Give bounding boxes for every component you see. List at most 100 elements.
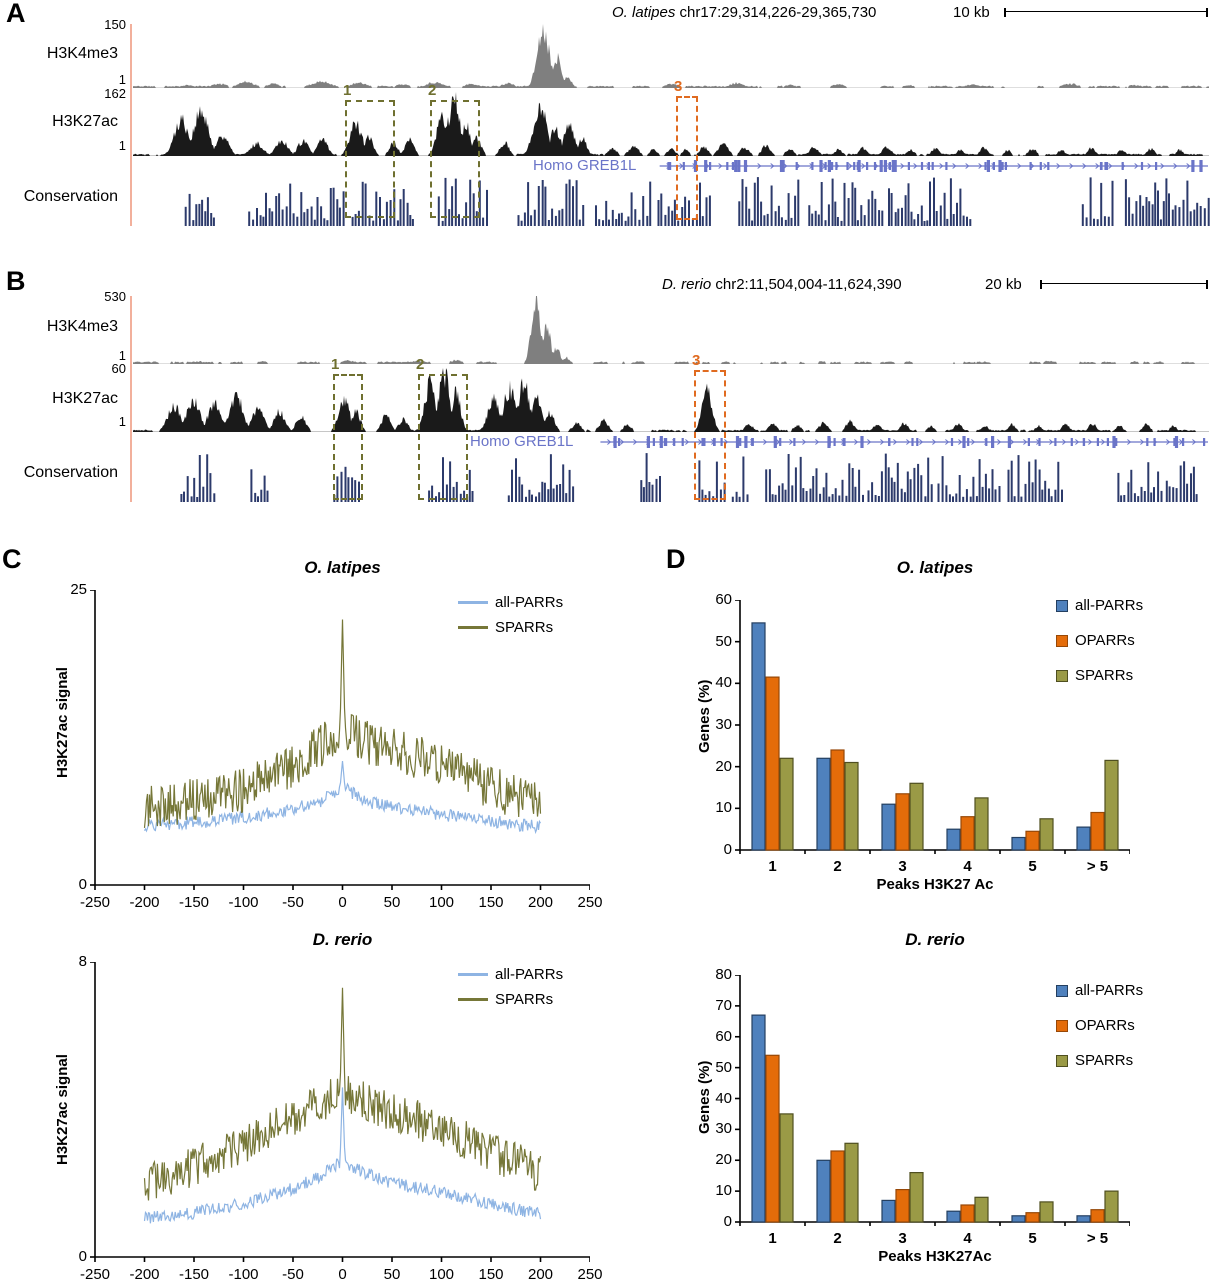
highlight-box-number: 1 <box>343 82 352 99</box>
bar-OPARRs-1 <box>765 676 780 851</box>
h3k27ac-track-label-a: H3K27ac <box>52 113 118 130</box>
highlight-box-3: 3 <box>674 78 698 220</box>
highlight-box-1: 1 <box>331 356 363 500</box>
x-category-label: 5 <box>1028 858 1037 875</box>
gene-track-b <box>600 436 1208 448</box>
legend-item-OPARRs: OPARRs <box>1056 632 1135 649</box>
legend-label: all-PARRs <box>495 594 564 611</box>
highlight-box-1: 1 <box>343 82 395 218</box>
bar-SPARRs-5 <box>1039 1201 1054 1223</box>
x-category-label: 3 <box>898 858 907 875</box>
y-tick-label: 40 <box>715 674 732 692</box>
y-tick-label: 30 <box>715 1120 732 1138</box>
signal-path <box>133 92 1209 156</box>
panel-b-scale-label: 20 kb <box>985 276 1022 293</box>
chart-d1-title: O. latipes <box>896 558 974 577</box>
bar-all-PARRs-3 <box>881 1199 896 1223</box>
x-tick-label: 250 <box>577 894 603 911</box>
chart-c2-plot <box>90 962 590 1262</box>
legend-label: OPARRs <box>1075 632 1135 649</box>
legend-item-all-PARRs: all-PARRs <box>1056 597 1143 614</box>
x-category-label: 5 <box>1028 1230 1037 1247</box>
bars <box>751 1014 1119 1223</box>
legend-line-swatch <box>458 601 488 604</box>
h3k27ac-min-a: 1 <box>118 138 126 153</box>
gene-label-a: Homo GREB1L <box>533 157 637 174</box>
legend-item-all-PARRs: all-PARRs <box>458 594 563 611</box>
panel-b-scale-bar <box>1040 280 1208 289</box>
signal-path <box>133 296 1209 364</box>
x-tick-label: -150 <box>178 1266 210 1280</box>
bar-OPARRs-> 5 <box>1090 1209 1105 1223</box>
legend-square-swatch <box>1056 1054 1068 1067</box>
gene-model <box>659 160 1208 172</box>
bar-all-PARRs-5 <box>1011 836 1026 851</box>
panel-b-coords: chr2:11,504,004-11,624,390 <box>711 276 902 293</box>
legend-item-SPARRs: SPARRs <box>458 619 553 636</box>
highlight-box-number: 2 <box>416 356 425 373</box>
h3k27ac-max-a: 162 <box>104 86 126 101</box>
h3k27ac-max-b: 60 <box>111 361 126 376</box>
x-tick-label: -50 <box>282 894 304 911</box>
y-tick-label: 0 <box>78 876 87 893</box>
y-tick-label: 60 <box>715 591 732 608</box>
chart-d1-xlabel: Peaks H3K27 Ac <box>876 876 994 893</box>
conservation-track-label-b: Conservation <box>23 464 118 481</box>
x-tick-label: 150 <box>478 1266 504 1280</box>
panel-b-region-title: D. rerio chr2:11,504,004-11,624,390 <box>662 276 902 293</box>
h3k27ac-track-b <box>133 368 1209 432</box>
chart-c2-title: D. rerio <box>312 930 373 949</box>
bar-OPARRs-1 <box>765 1054 780 1223</box>
legend-label: SPARRs <box>1075 1052 1134 1069</box>
conservation-track-label-a: Conservation <box>23 188 118 205</box>
bar-all-PARRs-1 <box>751 1014 766 1223</box>
panel-c-letter: C <box>2 544 22 574</box>
chart-d1-plot <box>735 600 1130 854</box>
axes <box>90 962 590 1262</box>
bar-all-PARRs-5 <box>1011 1215 1026 1223</box>
legend-square-swatch <box>1056 984 1068 997</box>
y-tick-label: 25 <box>70 581 87 598</box>
x-tick-label: -200 <box>129 894 160 911</box>
bar-SPARRs-3 <box>909 782 924 851</box>
h3k4me3-track-a <box>133 24 1209 88</box>
y-tick-label: 80 <box>715 966 732 983</box>
legend-label: all-PARRs <box>1075 597 1144 614</box>
x-tick-label: 250 <box>577 1266 603 1280</box>
x-tick-label: -100 <box>228 1266 259 1280</box>
legend-label: OPARRs <box>1075 1017 1135 1034</box>
bar-SPARRs-3 <box>909 1172 924 1223</box>
legend-item-SPARRs: SPARRs <box>1056 1052 1133 1069</box>
axes <box>735 600 1130 854</box>
h3k4me3-track-label-a: H3K4me3 <box>46 45 118 62</box>
h3k4me3-max-b: 530 <box>104 289 126 304</box>
x-tick-label: 200 <box>527 1266 554 1280</box>
legend-line-swatch <box>458 998 488 1001</box>
conservation-track-b <box>180 453 1198 502</box>
h3k27ac-track-label-b: H3K27ac <box>52 390 118 407</box>
bar-all-PARRs-4 <box>946 828 961 851</box>
y-tick-label: 0 <box>723 1213 732 1230</box>
chart-d2-plot <box>735 975 1130 1226</box>
x-tick-label: -150 <box>178 894 210 911</box>
bar-OPARRs-2 <box>830 1150 845 1223</box>
bar-SPARRs-2 <box>844 1142 859 1223</box>
y-tick-label: 0 <box>723 841 732 858</box>
bars <box>751 622 1119 851</box>
y-tick-label: 30 <box>715 716 732 733</box>
highlight-box-number: 1 <box>331 356 340 373</box>
x-category-label: 1 <box>768 1230 777 1247</box>
panel-d-letter: D <box>666 544 686 574</box>
bar-SPARRs-5 <box>1039 818 1054 851</box>
legend-line-swatch <box>458 973 488 976</box>
conservation-bars <box>180 453 1198 502</box>
bar-SPARRs-> 5 <box>1104 759 1119 851</box>
chart-d2-title: D. rerio <box>905 930 965 949</box>
panel-a-scale-label: 10 kb <box>953 4 990 21</box>
x-category-label: 2 <box>833 1230 842 1247</box>
bar-all-PARRs-> 5 <box>1076 826 1091 851</box>
x-tick-label: 50 <box>383 1266 401 1280</box>
x-tick-label: 200 <box>527 894 554 911</box>
bar-SPARRs-4 <box>974 797 989 851</box>
